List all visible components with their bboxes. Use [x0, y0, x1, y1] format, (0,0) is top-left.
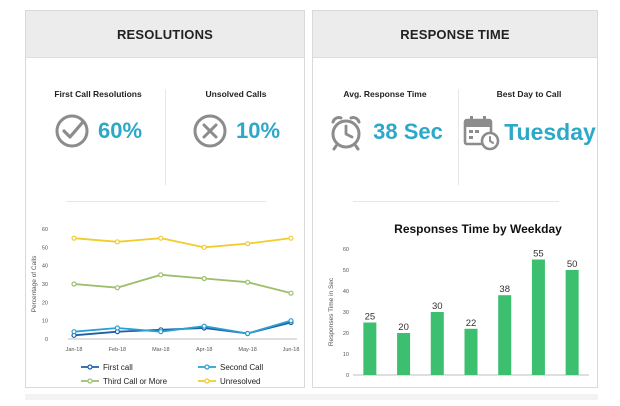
x-tick-label: May-18 [238, 347, 256, 353]
data-point [158, 329, 164, 335]
data-point [71, 235, 77, 241]
y-tick-label: 40 [42, 264, 48, 270]
first-call-value: 60% [97, 118, 143, 143]
y-tick-label: 50 [42, 245, 48, 251]
response-time-header: RESPONSE TIME [313, 11, 597, 58]
y-tick-label: 50 [343, 268, 349, 274]
data-point [288, 290, 294, 296]
first-call-label: First Call Resolutions [54, 89, 142, 99]
data-point [158, 272, 164, 278]
data-point [288, 318, 294, 324]
data-point [158, 235, 164, 241]
best-day-value: Tuesday [504, 118, 596, 145]
bar [531, 259, 545, 375]
x-tick-label: Apr-18 [196, 347, 213, 353]
y-tick-label: 60 [343, 247, 349, 253]
bar [498, 295, 512, 375]
footer-strip [25, 394, 598, 400]
x-tick-label: Mar-18 [152, 347, 169, 353]
data-point [201, 323, 207, 329]
clock-icon [331, 116, 361, 151]
x-tick-label: Jun-18 [283, 347, 300, 353]
section-divider [353, 201, 559, 202]
y-tick-label: 0 [45, 337, 48, 343]
x-tick-label: Jan-18 [66, 347, 83, 353]
data-point [114, 239, 121, 245]
legend-marker [87, 378, 93, 384]
best-day-kpi: Best Day to Call Tuesday [461, 81, 597, 193]
y-tick-label: 10 [343, 352, 349, 358]
y-tick-label: 30 [343, 310, 349, 316]
bar [565, 270, 579, 375]
unsolved-label: Unsolved Calls [205, 89, 267, 99]
y-tick-label: 0 [346, 373, 349, 379]
avg-response-value: 38 Sec [373, 119, 443, 144]
data-label: 22 [466, 318, 477, 329]
y-tick-label: 30 [42, 282, 48, 288]
chart-title: Responses Time by Weekday [394, 222, 562, 236]
data-label: 25 [365, 312, 376, 323]
calendar-clock-icon [463, 116, 500, 151]
data-point [245, 279, 251, 285]
y-axis-label: Responses Time in Sec [328, 277, 335, 346]
avg-response-kpi: Avg. Response Time 38 Sec [317, 81, 453, 193]
data-point [245, 241, 251, 247]
data-label: 55 [533, 249, 544, 260]
data-point [71, 329, 77, 335]
x-tick-label: Feb-18 [109, 347, 126, 353]
x-circle-icon [193, 114, 227, 148]
response-time-panel: RESPONSE TIME Avg. Response Time 38 Sec … [312, 10, 598, 388]
bar [464, 328, 478, 375]
y-tick-label: 20 [343, 331, 349, 337]
data-label: 50 [567, 259, 578, 270]
resolutions-panel: RESOLUTIONS First Call Resolutions 60% U… [25, 10, 305, 388]
series-line [73, 273, 292, 295]
best-day-label: Best Day to Call [496, 89, 562, 99]
legend-label: Third Call or More [103, 377, 168, 386]
y-tick-label: 10 [42, 319, 48, 325]
section-divider [66, 201, 266, 202]
data-point [245, 330, 251, 337]
kpi-divider [165, 89, 166, 185]
data-point [288, 235, 294, 241]
legend-label: Second Call [220, 363, 263, 372]
y-tick-label: 20 [42, 300, 48, 306]
legend-marker [204, 378, 210, 384]
data-point [201, 275, 207, 282]
first-call-kpi: First Call Resolutions 60% [34, 81, 162, 193]
bar [397, 333, 411, 375]
unsolved-value: 10% [235, 118, 281, 143]
avg-response-label: Avg. Response Time [343, 89, 427, 99]
data-label: 38 [499, 284, 510, 295]
legend-label: Unresolved [220, 377, 260, 386]
unsolved-kpi: Unsolved Calls 10% [172, 81, 300, 193]
bar [363, 322, 377, 375]
data-point [201, 244, 207, 250]
series-line [73, 319, 292, 335]
data-label: 30 [432, 301, 443, 312]
legend-label: First call [103, 363, 133, 372]
legend-marker [87, 364, 93, 370]
resolutions-header: RESOLUTIONS [26, 11, 304, 58]
check-circle-icon [55, 114, 89, 148]
y-tick-label: 40 [343, 289, 349, 295]
data-label: 20 [398, 322, 409, 333]
y-axis-label: Percentage of Calls [31, 255, 38, 312]
data-point [71, 281, 77, 287]
bar [430, 312, 444, 375]
data-point [114, 285, 121, 291]
calls-line-chart: 0 10 20 30 40 50 60 Jan-18 Feb-18 Mar-18 Apr-18 May… [31, 227, 300, 386]
weekday-bar-chart: Responses Time by Weekday 0 10 20 30 40 50 60 Re… [328, 222, 589, 379]
series-line [73, 237, 292, 249]
y-tick-label: 60 [42, 227, 48, 233]
data-point [114, 325, 121, 331]
kpi-divider [458, 89, 459, 185]
legend-marker [204, 364, 210, 370]
